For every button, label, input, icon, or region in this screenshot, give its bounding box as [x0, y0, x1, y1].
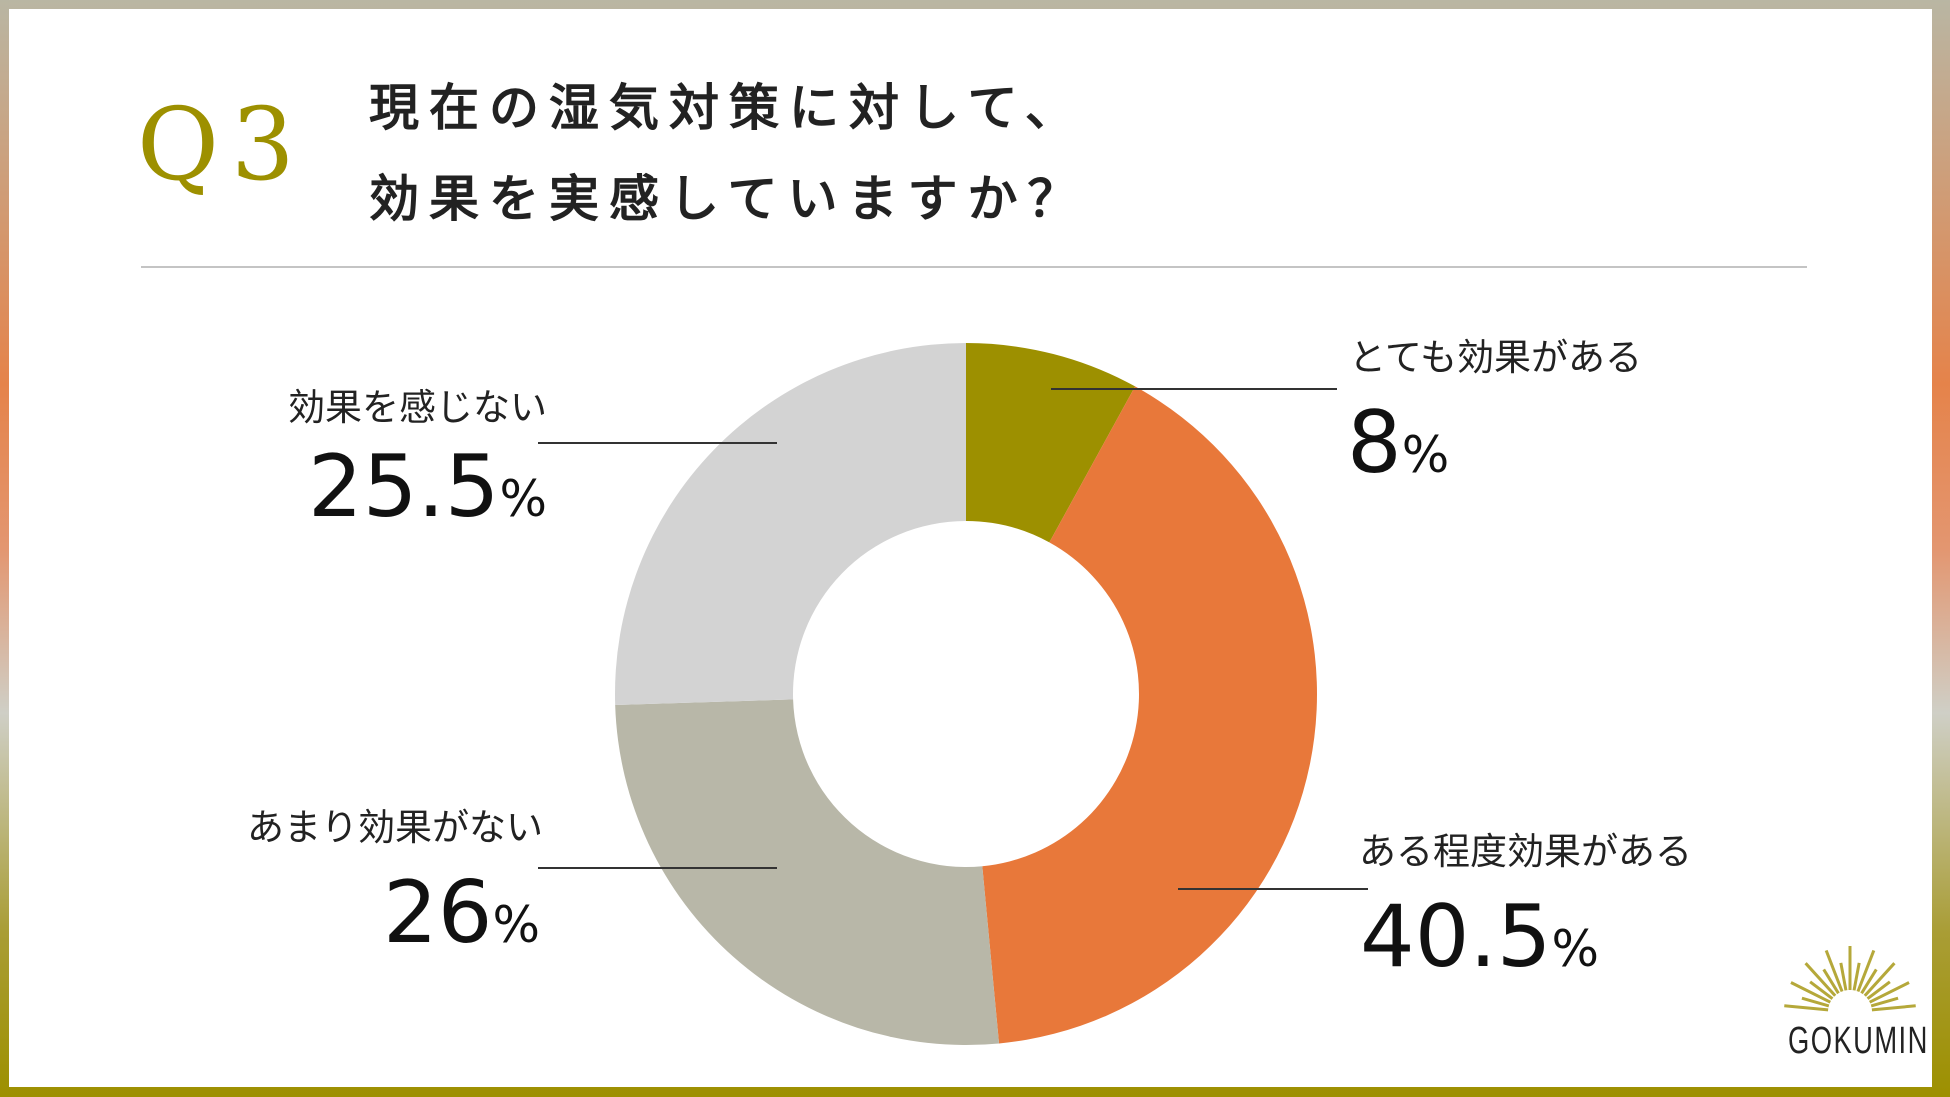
logo-ray [1863, 962, 1896, 997]
leader-line-2 [538, 867, 777, 869]
divider [141, 266, 1807, 268]
logo-ray [1790, 981, 1831, 1004]
logo-ray [1852, 962, 1861, 991]
title-line-2: 効果を実感していますか？ [369, 170, 1088, 228]
label-1: ある程度効果がある [1359, 830, 1692, 873]
leader-line-1 [1178, 888, 1368, 890]
value-1: 40.5% [1360, 887, 1599, 987]
label-3: 効果を感じない [288, 386, 547, 429]
logo-ray [1866, 980, 1891, 1000]
logo-ray [1870, 996, 1899, 1008]
logo-ray [1856, 949, 1876, 993]
logo-ray [1860, 968, 1878, 995]
logo-ray [1809, 980, 1834, 1000]
value-0: 8% [1347, 393, 1450, 493]
logo-ray [1824, 949, 1844, 993]
donut-slice-2 [615, 699, 1000, 1045]
donut-slice-3 [615, 343, 966, 706]
donut-slice-0 [966, 343, 1136, 543]
donut-slice-1 [982, 386, 1317, 1044]
logo-ray [1784, 1004, 1829, 1012]
label-2: あまり効果がない [247, 806, 543, 849]
logo-ray [1804, 962, 1837, 997]
brand-logo-text: GOKUMIN [1788, 1020, 1929, 1062]
title-line-1: 現在の湿気対策に対して、 [369, 79, 1085, 137]
leader-line-0 [1051, 388, 1337, 390]
leader-line-3 [538, 442, 777, 444]
logo-ray [1822, 968, 1840, 995]
logo-ray [1801, 996, 1830, 1008]
value-2: 26% [383, 863, 540, 963]
label-0: とても効果がある [1349, 336, 1643, 379]
question-number: Q3 [137, 86, 307, 203]
logo-ray [1871, 1004, 1916, 1012]
logo-ray [1869, 981, 1910, 1004]
value-3: 25.5% [308, 437, 547, 537]
logo-ray [1839, 962, 1848, 991]
sun-logo-icon [1784, 946, 1916, 1012]
